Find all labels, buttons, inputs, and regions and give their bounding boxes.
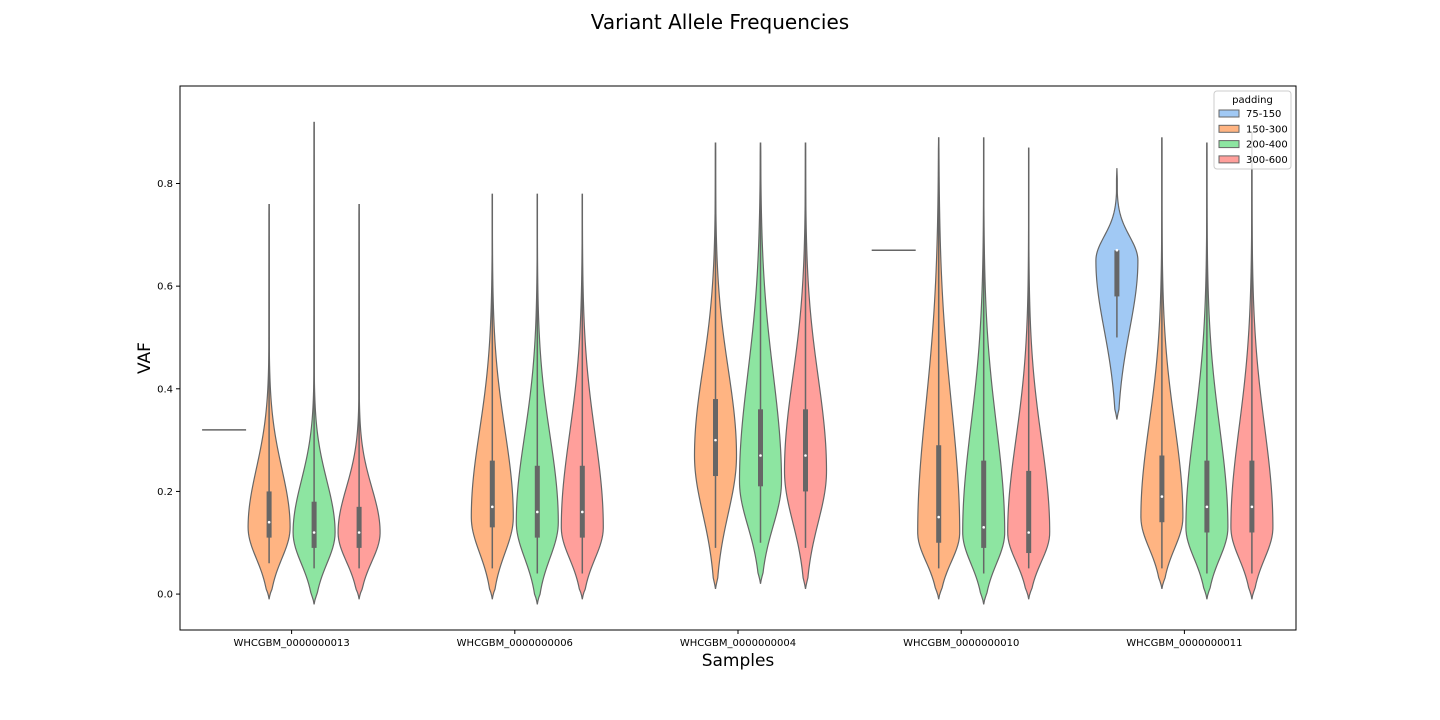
y-axis: 0.0 0.2 0.4 0.6 0.8 <box>157 179 180 601</box>
y-tick-label: 0.2 <box>157 487 173 498</box>
legend-swatch <box>1218 109 1240 118</box>
violin-box <box>534 465 540 538</box>
y-tick-label: 0.6 <box>157 282 173 293</box>
violin-median <box>714 438 717 442</box>
violin-median <box>312 531 316 534</box>
x-axis-title: Samples <box>702 651 775 671</box>
violin-median <box>1160 495 1164 498</box>
y-tick-label: 0.0 <box>157 590 173 601</box>
violin-box <box>311 501 317 548</box>
violin-box <box>758 409 763 487</box>
violin-median <box>1250 505 1254 509</box>
violin-median <box>759 454 762 457</box>
legend-title: padding <box>1232 95 1273 106</box>
violin-box <box>1204 460 1210 533</box>
violin-median <box>982 526 985 529</box>
violin-box <box>356 506 362 548</box>
violin-box <box>1114 250 1120 297</box>
violin-box <box>1249 460 1255 533</box>
violin-median <box>267 520 271 524</box>
violin-box <box>981 460 987 548</box>
legend-swatch <box>1218 155 1240 164</box>
x-tick-label: WHCGBM_0000000011 <box>1126 638 1242 649</box>
violin-box <box>266 491 272 538</box>
legend-label: 300-600 <box>1246 155 1288 166</box>
violin-median <box>536 510 539 514</box>
violin-median <box>357 531 361 534</box>
x-axis: WHCGBM_0000000013 WHCGBM_0000000006 WHCGBM… <box>233 630 1243 649</box>
violin-median <box>1027 531 1030 534</box>
violin-median <box>1115 248 1119 252</box>
x-tick-label: WHCGBM_0000000004 <box>680 638 796 649</box>
violin-box <box>1159 455 1165 523</box>
x-tick-label: WHCGBM_0000000010 <box>903 638 1019 649</box>
legend-swatch <box>1218 124 1240 133</box>
violin-median <box>937 515 940 519</box>
violins-layer <box>202 121 1274 605</box>
violin-median <box>804 454 807 457</box>
legend-label: 200-400 <box>1246 140 1288 151</box>
legend-label: 150-300 <box>1246 124 1288 135</box>
violin-box <box>803 409 808 492</box>
violin-box <box>936 445 942 543</box>
violin-box <box>489 460 495 528</box>
x-tick-label: WHCGBM_0000000006 <box>457 638 573 649</box>
violin-box <box>1026 470 1032 554</box>
violin-box <box>713 399 718 477</box>
y-axis-title: VAF <box>135 342 155 374</box>
x-tick-label: WHCGBM_0000000013 <box>233 638 349 649</box>
y-tick-label: 0.8 <box>157 179 173 190</box>
legend: padding 75-150 150-300 200-400 300-600 <box>1213 90 1292 170</box>
legend-label: 75-150 <box>1246 109 1281 120</box>
violin-median <box>491 505 494 509</box>
y-tick-label: 0.4 <box>157 384 173 395</box>
violin-median <box>581 510 584 514</box>
legend-swatch <box>1218 140 1240 149</box>
chart-title: Variant Allele Frequencies <box>590 10 850 34</box>
violin-box <box>579 465 585 538</box>
violin-median <box>1205 505 1209 509</box>
